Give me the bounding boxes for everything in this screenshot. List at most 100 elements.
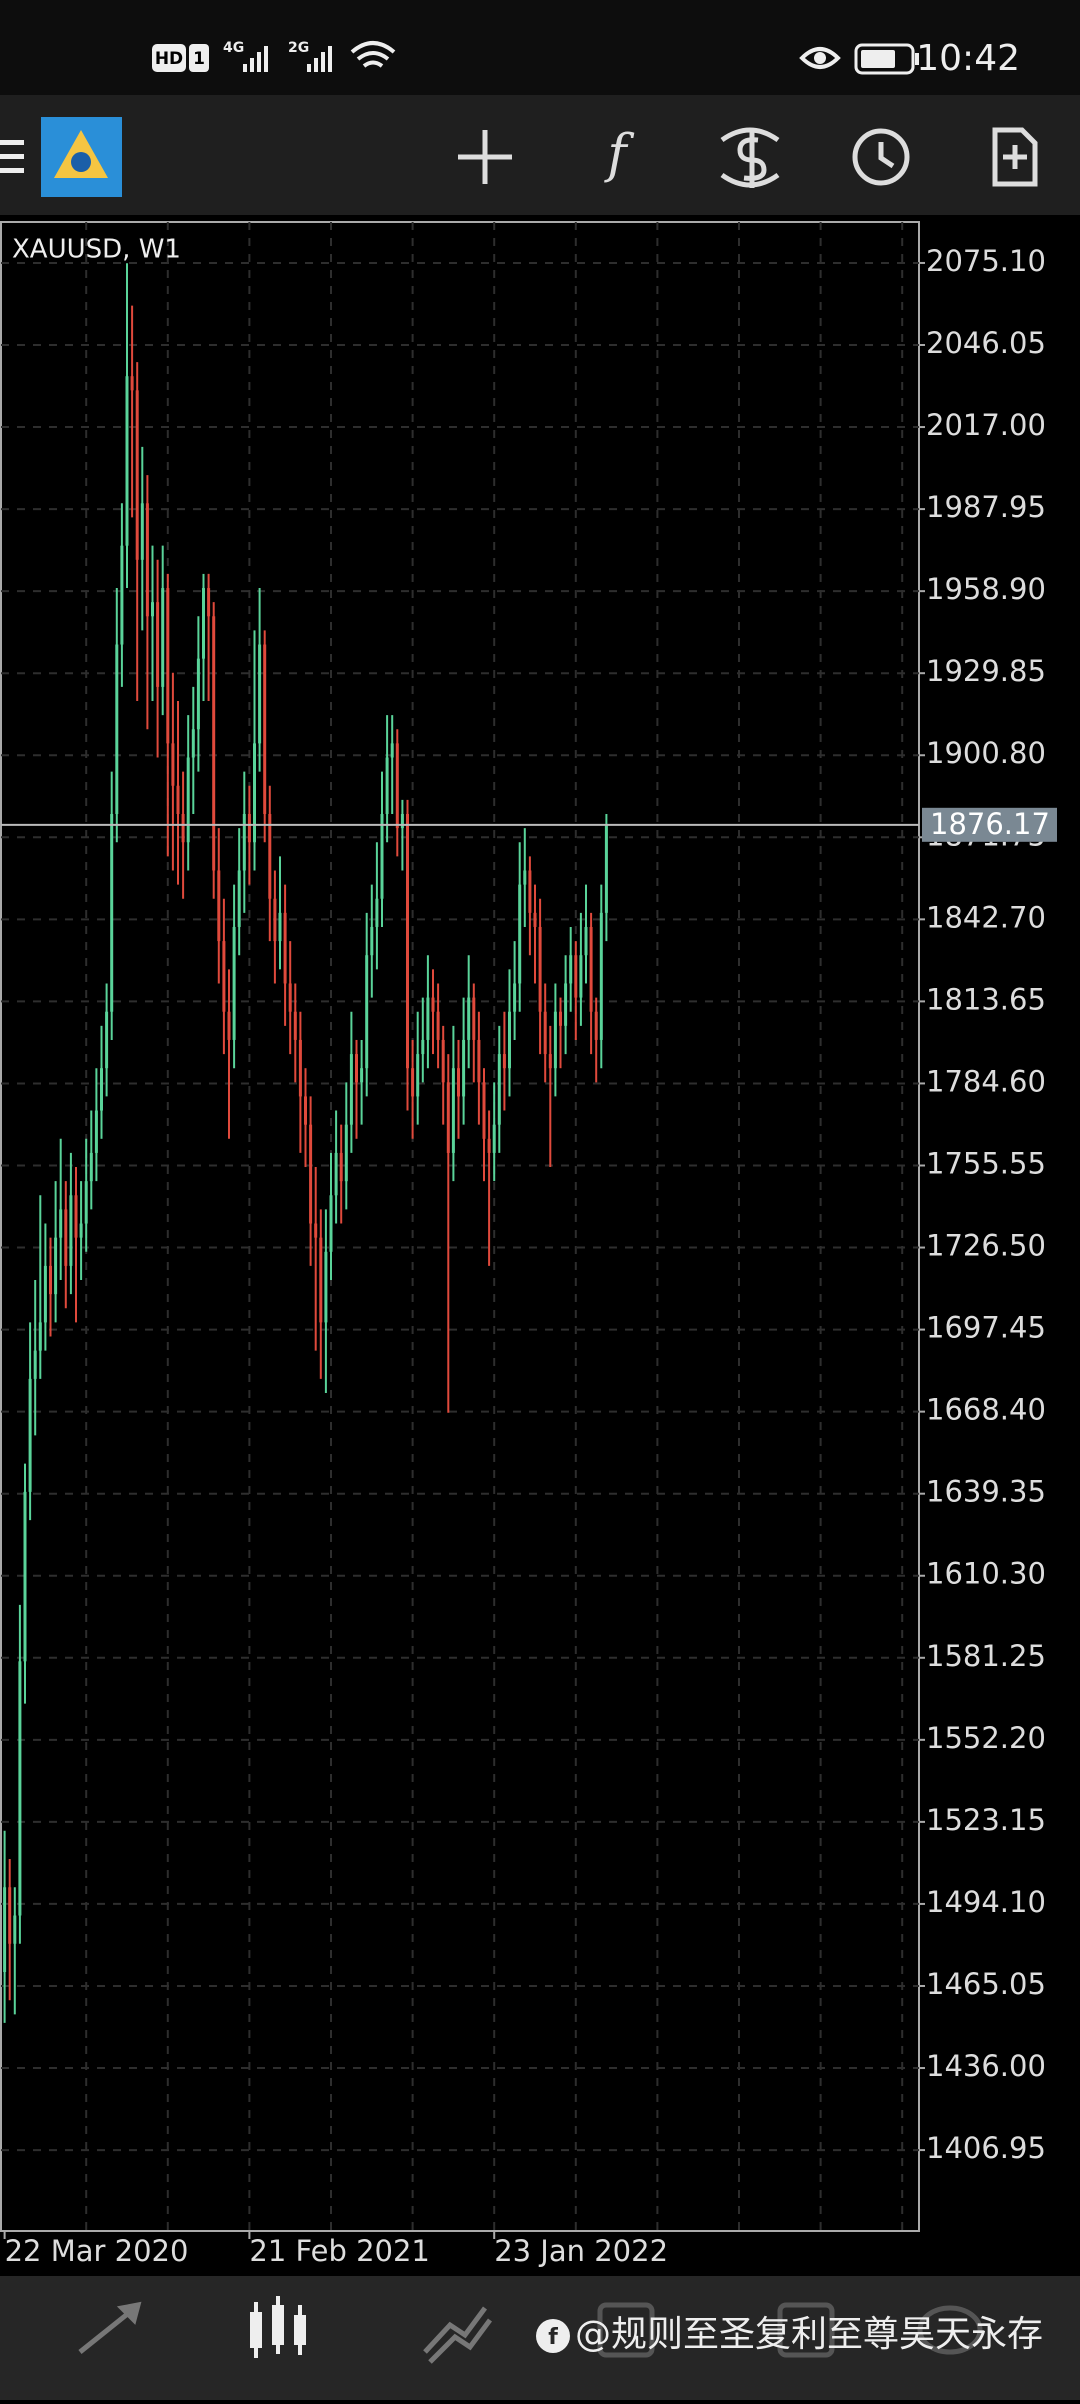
candle-body — [64, 1209, 68, 1266]
candle-body — [43, 1265, 47, 1323]
y-tick-label: 1639.35 — [926, 1475, 1046, 1509]
candle-body — [579, 955, 583, 998]
y-tick-label: 1465.05 — [926, 1967, 1046, 2001]
candle-body — [304, 1096, 307, 1125]
candle-body — [288, 983, 292, 1012]
svg-text:f: f — [548, 2325, 558, 2350]
candle-body — [523, 870, 527, 885]
candle-body — [8, 1887, 12, 1944]
candle-body — [105, 1011, 109, 1069]
candle-body — [599, 912, 603, 1040]
candle-body — [513, 983, 517, 1012]
watermark: @规则至圣复利至尊昊天永存 — [575, 2314, 1043, 2355]
y-tick-label: 1784.60 — [926, 1064, 1046, 1098]
candle-body — [548, 1054, 552, 1069]
new-order-button[interactable] — [992, 127, 1038, 187]
hd-badge — [152, 44, 186, 72]
candle-body — [339, 1152, 343, 1182]
crosshair-button[interactable] — [458, 130, 512, 184]
candle-body — [89, 1152, 93, 1182]
candle-body — [298, 1039, 302, 1097]
candle-body — [120, 545, 124, 645]
candle-body — [508, 1011, 511, 1069]
candle-body — [242, 813, 246, 871]
trend-tool[interactable] — [423, 2306, 493, 2364]
chart: 2075.10 2046.05 2017.00 1987.95 1958.90 1929.… — [1, 222, 1057, 2268]
network-2g: 2G — [288, 40, 309, 56]
current-price-box — [922, 807, 1057, 842]
x-tick-label: 22 Mar 2020 — [5, 2234, 189, 2268]
candle-body — [217, 870, 221, 942]
candle-body — [431, 997, 435, 1012]
y-tick-label: 1813.65 — [926, 982, 1046, 1016]
y-tick-label: 1987.95 — [926, 490, 1046, 524]
y-tick-label: 1523.15 — [926, 1803, 1046, 1837]
candle-body — [28, 1378, 32, 1492]
candle-body — [23, 1491, 27, 1662]
candle-body — [329, 1195, 333, 1252]
y-tick-label: 1668.40 — [926, 1393, 1046, 1427]
y-tick-label: 1406.95 — [926, 2131, 1046, 2165]
y-tick-label: 1726.50 — [926, 1229, 1046, 1263]
candle-body — [457, 1068, 460, 1097]
candle-body — [94, 1110, 98, 1153]
app-logo[interactable] — [41, 117, 122, 197]
network-4g: 4G — [223, 40, 244, 56]
y-tick-label: 1436.00 — [926, 2049, 1046, 2083]
candle-body — [375, 898, 379, 927]
candle-body — [258, 644, 262, 744]
candle-body — [569, 955, 573, 984]
candle-body — [283, 912, 287, 984]
candle-body — [314, 1223, 318, 1238]
candle-body — [59, 1209, 63, 1238]
menu-button[interactable] — [0, 140, 24, 173]
candle-body — [309, 1124, 313, 1224]
candle-body — [222, 941, 226, 1012]
y-tick-label: 1929.85 — [926, 654, 1046, 688]
candle-body — [18, 1661, 22, 1916]
candle-body — [436, 1011, 440, 1040]
candle-body — [140, 503, 144, 560]
candle-body — [253, 743, 256, 843]
candle-body — [370, 926, 374, 956]
hd-text: HD — [155, 49, 183, 69]
candle-body — [100, 1068, 103, 1111]
candle-body — [13, 1915, 17, 1944]
y-tick-label: 1552.20 — [926, 1721, 1046, 1755]
candle-body — [186, 757, 190, 843]
candle-body — [38, 1322, 42, 1351]
candles-tool[interactable] — [250, 2296, 306, 2358]
candle-body — [207, 588, 211, 617]
candle-body — [79, 1223, 83, 1238]
candle-body — [502, 1054, 506, 1069]
wifi-icon — [350, 41, 396, 68]
candle-body — [196, 658, 200, 730]
candle-body — [74, 1195, 78, 1238]
candle-body — [212, 616, 216, 871]
candle-body — [426, 997, 430, 1040]
candle-body — [171, 743, 175, 786]
watermark-logo: f — [536, 2319, 570, 2353]
candle-body — [166, 588, 170, 744]
hidden-tools — [597, 2302, 983, 2358]
line-tool[interactable] — [78, 2301, 142, 2354]
candle-body — [564, 983, 568, 1026]
history-button[interactable] — [852, 128, 910, 186]
candle-body — [559, 1011, 562, 1026]
candle-body — [115, 644, 119, 814]
candle-body — [395, 743, 399, 829]
trade-button[interactable] — [720, 127, 780, 188]
candle-body — [477, 1039, 481, 1083]
candle-body — [247, 813, 251, 843]
candle-body — [227, 1011, 231, 1040]
sim-badge — [189, 44, 209, 72]
candle-body — [161, 588, 165, 687]
x-tick-label: 21 Feb 2021 — [249, 2234, 430, 2268]
candle-body — [446, 1082, 450, 1153]
candle-body — [293, 1011, 297, 1040]
candle-body — [344, 1124, 348, 1182]
candle-body — [278, 912, 282, 942]
candle-body — [472, 997, 476, 1040]
y-tick-label: 2017.00 — [926, 408, 1046, 442]
candle-body — [151, 602, 154, 617]
